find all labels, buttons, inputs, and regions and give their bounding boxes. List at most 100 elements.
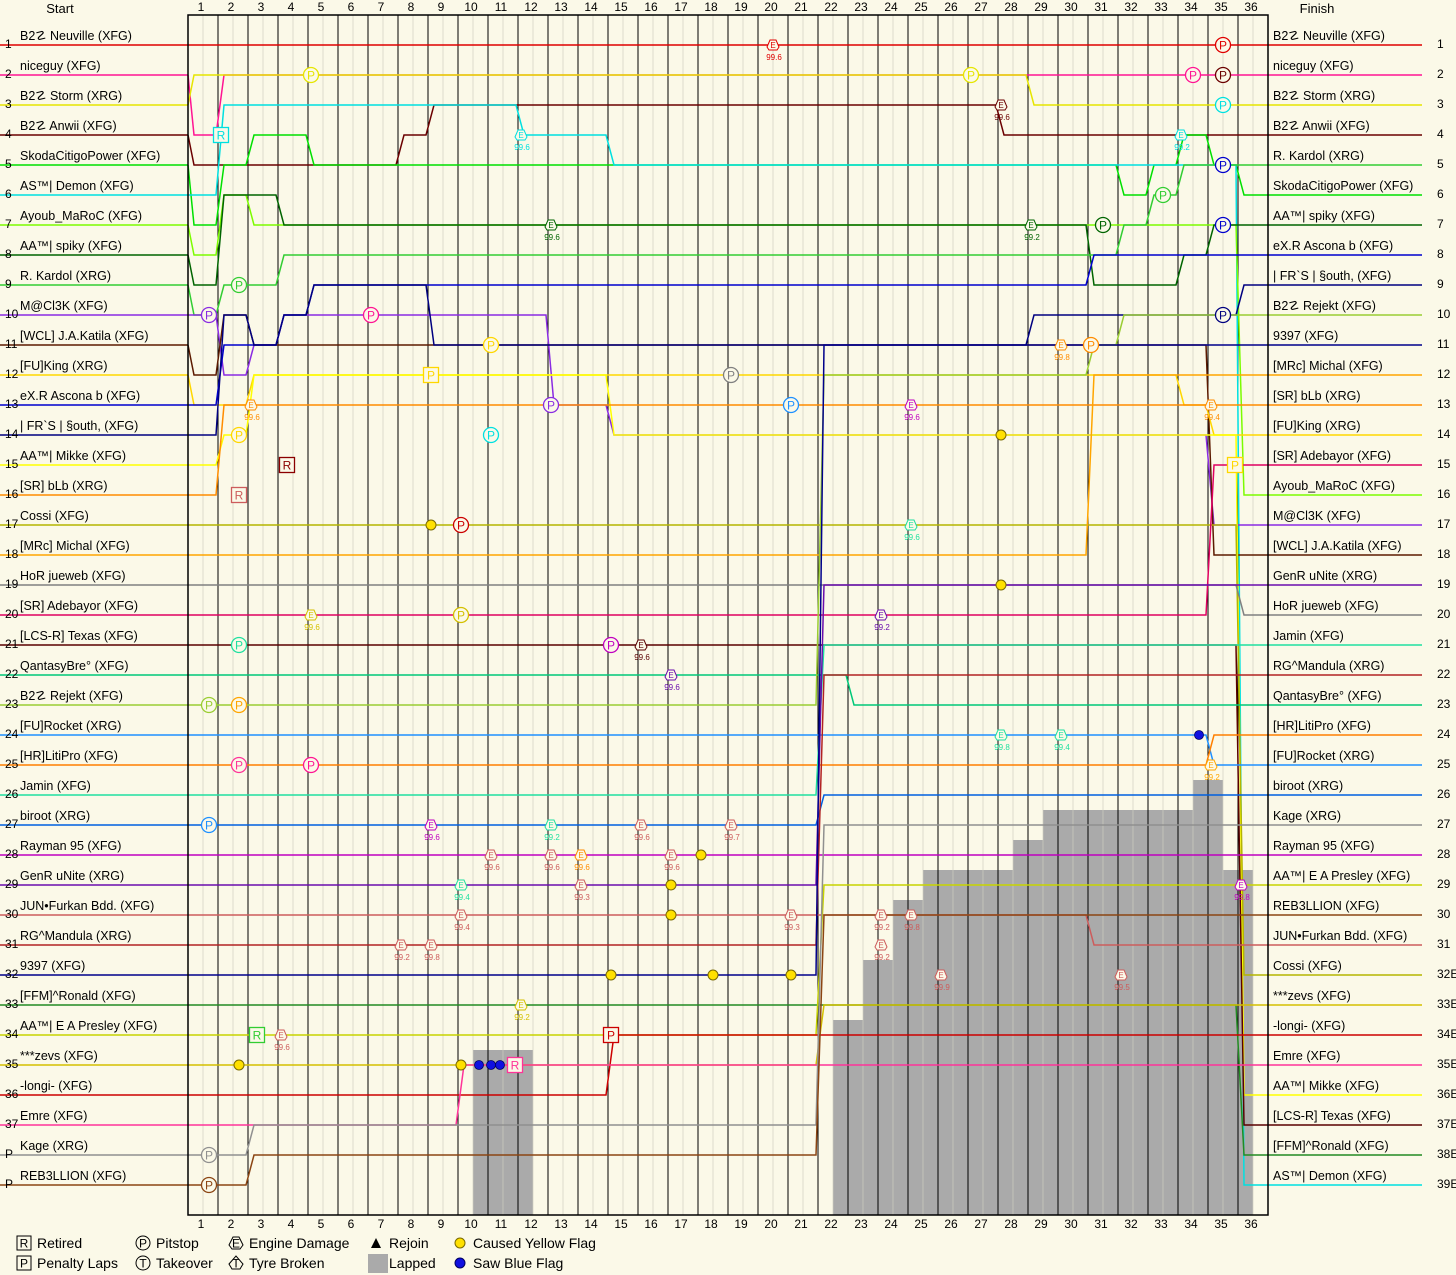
start-position-number: P	[5, 1177, 13, 1191]
pitstop-marker	[722, 366, 740, 384]
legend-symbol: E	[232, 1237, 240, 1251]
legend-label: Saw Blue Flag	[473, 1255, 563, 1271]
driver-line	[187, 194, 1268, 286]
engine-damage-value: 99.6	[244, 413, 260, 422]
start-driver-label: RG^Mandula (XRG)	[20, 929, 131, 943]
pitstop-marker-letter: P	[307, 759, 315, 773]
retired-marker-letter: R	[235, 489, 244, 503]
lap-number-bottom: 32	[1124, 1217, 1138, 1231]
yellow-flag-marker	[455, 1059, 467, 1071]
penalty-marker-letter: P	[1231, 459, 1239, 473]
pitstop-marker	[230, 426, 248, 444]
engine-damage-letter: E	[308, 611, 313, 620]
start-driver-label: SkodaCitigoPower (XFG)	[20, 149, 160, 163]
engine-damage-value: 99.4	[454, 923, 470, 932]
engine-damage-value: 99.6	[544, 233, 560, 242]
lap-number-bottom: 15	[614, 1217, 628, 1231]
engine-damage-letter: E	[878, 911, 883, 920]
engine-damage-value: 99.6	[274, 1043, 290, 1052]
engine-damage-letter: E	[788, 911, 793, 920]
lap-number-top: 26	[944, 0, 958, 14]
finish-driver-label: [FU]Rocket (XRG)	[1273, 749, 1374, 763]
start-driver-label: [FFM]^Ronald (XFG)	[20, 989, 136, 1003]
start-driver-label: [WCL] J.A.Katila (XFG)	[20, 329, 149, 343]
pitstop-marker	[200, 306, 218, 324]
finish-driver-label: [HR]LitiPro (XFG)	[1273, 719, 1371, 733]
penalty-marker	[602, 1026, 620, 1044]
lap-number-top: 20	[764, 0, 778, 14]
engine-damage-value: 99.6	[304, 623, 320, 632]
lap-number-bottom: 17	[674, 1217, 688, 1231]
yellow-flag-marker	[425, 519, 437, 531]
lap-number-top: 23	[854, 0, 868, 14]
start-header: Start	[46, 1, 74, 16]
engine-damage-letter: E	[668, 851, 673, 860]
start-driver-label: eX.R Ascona b (XFG)	[20, 389, 140, 403]
start-driver-label: [MRc] Michal (XFG)	[20, 539, 130, 553]
engine-damage-marker	[394, 939, 408, 951]
lap-number-bottom: 2	[228, 1217, 235, 1231]
start-driver-label: HoR jueweb (XFG)	[20, 569, 126, 583]
engine-damage-value: 99.9	[934, 983, 950, 992]
finish-position-number: 16	[1437, 487, 1451, 501]
engine-damage-value: 99.2	[544, 833, 560, 842]
finish-driver-label: M@Cl3K (XFG)	[1273, 509, 1361, 523]
finish-position-number: 7	[1437, 217, 1444, 231]
start-driver-label: JUN•Furkan Bdd. (XFG)	[20, 899, 154, 913]
driver-line	[188, 374, 1268, 1096]
engine-damage-letter: E	[548, 221, 553, 230]
finish-position-number: 19	[1437, 577, 1451, 591]
finish-position-number: 25	[1437, 757, 1451, 771]
engine-damage-letter: E	[1028, 221, 1033, 230]
driver-line	[188, 674, 1268, 706]
engine-damage-letter: E	[428, 941, 433, 950]
pitstop-marker-letter: P	[547, 399, 555, 413]
engine-damage-value: 99.6	[664, 863, 680, 872]
start-driver-label: B2☡ Storm (XRG)	[20, 89, 122, 103]
start-driver-label: REB3LLION (XFG)	[20, 1169, 126, 1183]
lap-number-bottom: 1	[198, 1217, 205, 1231]
yellow-flag-marker	[785, 969, 797, 981]
legend-label: Caused Yellow Flag	[473, 1235, 596, 1251]
start-position-number: 22	[5, 667, 19, 681]
engine-damage-marker	[1114, 969, 1128, 981]
pitstop-marker-letter: P	[1219, 99, 1227, 113]
finish-position-number: 33E	[1437, 997, 1456, 1011]
lap-number-top: 33	[1154, 0, 1168, 14]
finish-driver-label: biroot (XRG)	[1273, 779, 1343, 793]
finish-position-number: 2	[1437, 67, 1444, 81]
yellow-flag-marker	[665, 909, 677, 921]
driver-line	[187, 164, 1268, 316]
lap-number-bottom: 33	[1154, 1217, 1168, 1231]
engine-damage-letter: E	[908, 521, 913, 530]
finish-driver-label: AA™| E A Presley (XFG)	[1273, 869, 1410, 883]
start-position-number: 10	[5, 307, 19, 321]
engine-damage-marker	[454, 879, 468, 891]
retired-marker-letter: R	[511, 1059, 520, 1073]
finish-driver-label: Cossi (XFG)	[1273, 959, 1342, 973]
engine-damage-value: 99.8	[424, 953, 440, 962]
finish-driver-label: [MRc] Michal (XFG)	[1273, 359, 1383, 373]
start-position-number: 2	[5, 67, 12, 81]
start-position-number: 16	[5, 487, 19, 501]
engine-damage-letter: E	[668, 671, 673, 680]
retired-marker	[248, 1026, 266, 1044]
lap-number-top: 18	[704, 0, 718, 14]
finish-driver-label: B2☡ Neuville (XFG)	[1273, 29, 1385, 43]
engine-damage-letter: E	[1208, 401, 1213, 410]
start-position-number: 34	[5, 1027, 19, 1041]
engine-damage-value: 99.2	[1204, 773, 1220, 782]
engine-damage-marker	[424, 939, 438, 951]
engine-damage-value: 99.6	[574, 863, 590, 872]
start-driver-label: B2☡ Anwii (XFG)	[20, 119, 117, 133]
start-position-number: 25	[5, 757, 19, 771]
start-driver-label: [HR]LitiPro (XFG)	[20, 749, 118, 763]
lap-number-top: 2	[228, 0, 235, 14]
lap-number-bottom: 30	[1064, 1217, 1078, 1231]
finish-driver-label: [FFM]^Ronald (XFG)	[1273, 1139, 1389, 1153]
finish-position-number: 5	[1437, 157, 1444, 171]
engine-damage-marker	[274, 1029, 288, 1041]
engine-damage-letter: E	[638, 641, 643, 650]
driver-line	[188, 644, 1268, 796]
pitstop-marker-letter: P	[205, 699, 213, 713]
